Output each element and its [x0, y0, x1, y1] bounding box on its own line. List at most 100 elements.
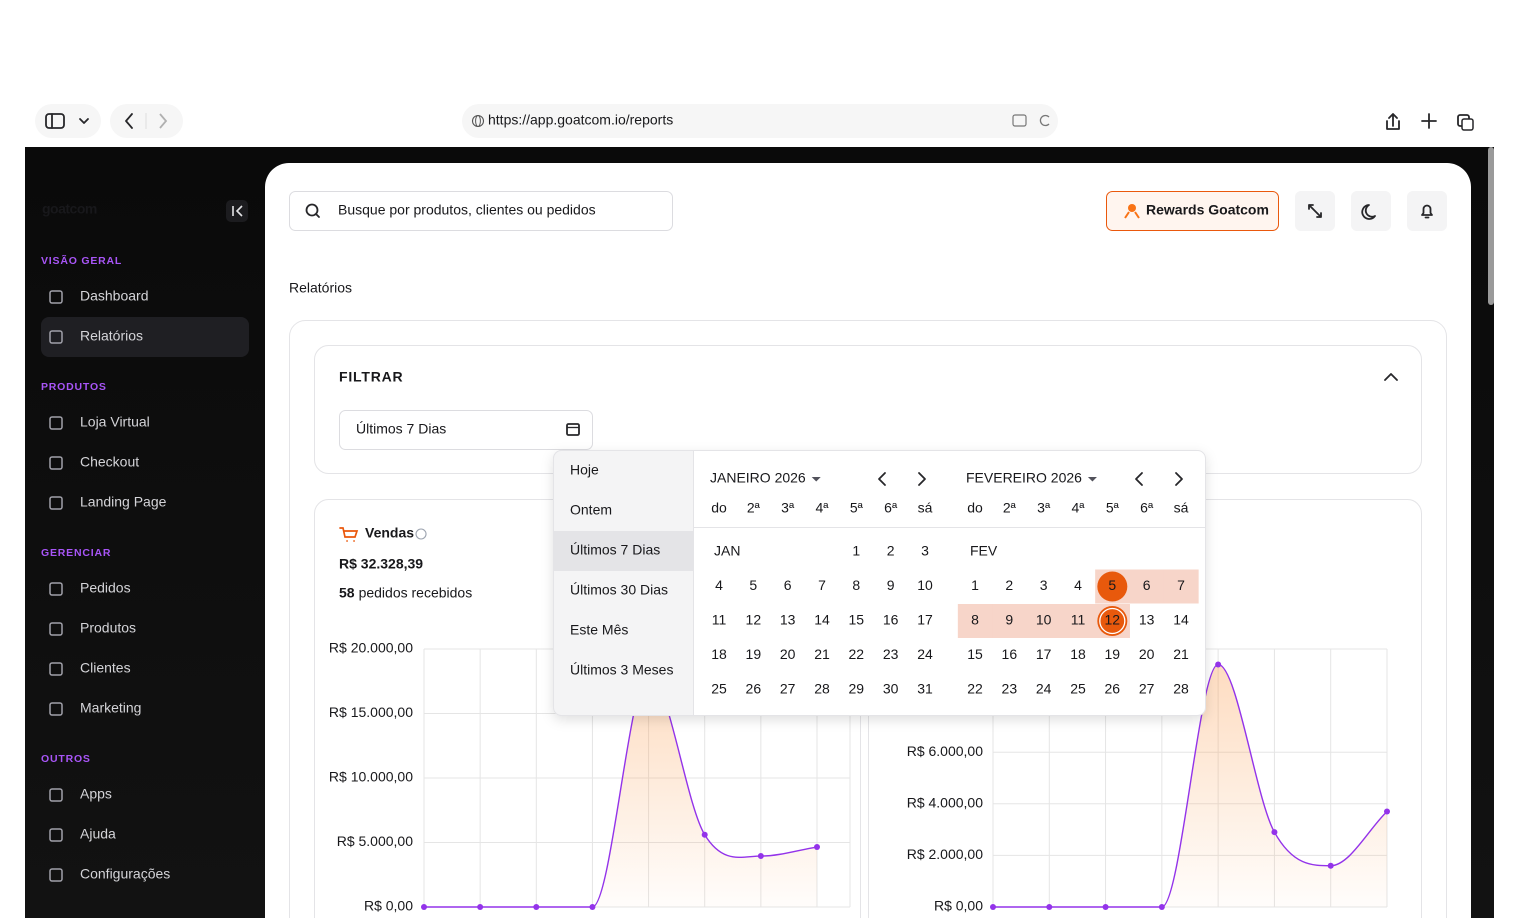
- day[interactable]: 22: [849, 646, 865, 662]
- preset[interactable]: Últimos 3 Meses: [570, 662, 673, 678]
- active-item-bg: [41, 317, 249, 357]
- date-select-value: Últimos 7 Dias: [356, 421, 446, 437]
- day[interactable]: 16: [883, 612, 899, 628]
- logo: goatcom: [42, 201, 97, 217]
- day[interactable]: 28: [814, 681, 830, 697]
- day[interactable]: 12: [746, 612, 762, 628]
- day[interactable]: 13: [780, 612, 796, 628]
- preset[interactable]: Hoje: [570, 462, 599, 478]
- day[interactable]: 1: [852, 543, 860, 559]
- day[interactable]: 5: [1108, 577, 1116, 593]
- notifications-button[interactable]: [1407, 191, 1447, 231]
- nav-item[interactable]: Apps: [80, 786, 112, 802]
- scrollbar: [1488, 147, 1494, 305]
- preset[interactable]: Últimos 30 Dias: [570, 582, 668, 598]
- nav-item[interactable]: Ajuda: [80, 826, 116, 842]
- weekday: sá: [1174, 500, 1189, 516]
- orders-label: pedidos recebidos: [359, 585, 473, 601]
- day[interactable]: 6: [784, 577, 792, 593]
- sidebar-toggle[interactable]: [35, 104, 101, 138]
- day[interactable]: 3: [1040, 577, 1048, 593]
- nav-item[interactable]: Landing Page: [80, 494, 167, 510]
- nav-item[interactable]: Produtos: [80, 620, 136, 636]
- nav-item[interactable]: Loja Virtual: [80, 414, 150, 430]
- weekday: 3ª: [1037, 500, 1051, 516]
- day[interactable]: 14: [814, 612, 830, 628]
- day[interactable]: 20: [1139, 646, 1155, 662]
- day[interactable]: 11: [712, 612, 727, 628]
- preset[interactable]: Ontem: [570, 502, 612, 518]
- day[interactable]: 25: [1070, 681, 1086, 697]
- day[interactable]: 6: [1143, 577, 1151, 593]
- month-title[interactable]: JANEIRO 2026: [710, 470, 806, 486]
- day[interactable]: 27: [780, 681, 796, 697]
- day[interactable]: 18: [711, 646, 727, 662]
- day[interactable]: 31: [917, 681, 933, 697]
- day[interactable]: 2: [887, 543, 895, 559]
- day[interactable]: 9: [887, 577, 895, 593]
- nav-item[interactable]: Relatórios: [80, 328, 143, 344]
- month-title[interactable]: FEVEREIRO 2026: [966, 470, 1082, 486]
- day[interactable]: 11: [1071, 612, 1086, 628]
- nav-item[interactable]: Configurações: [80, 866, 170, 882]
- day[interactable]: 17: [917, 612, 933, 628]
- weekday: 4ª: [816, 500, 830, 516]
- day[interactable]: 21: [1173, 646, 1189, 662]
- section-title: OUTROS: [41, 753, 91, 765]
- y-tick-label: R$ 5.000,00: [337, 833, 413, 849]
- day[interactable]: 4: [1074, 577, 1082, 593]
- day[interactable]: 27: [1139, 681, 1155, 697]
- day[interactable]: 7: [1177, 577, 1185, 593]
- day[interactable]: 24: [1036, 681, 1052, 697]
- day[interactable]: 14: [1173, 612, 1189, 628]
- y-tick-label: R$ 15.000,00: [329, 704, 413, 720]
- day[interactable]: 23: [1002, 681, 1018, 697]
- day[interactable]: 15: [967, 646, 983, 662]
- day[interactable]: 26: [1105, 681, 1121, 697]
- preset[interactable]: Este Mês: [570, 622, 628, 638]
- day[interactable]: 7: [818, 577, 826, 593]
- nav-item[interactable]: Marketing: [80, 700, 141, 716]
- day[interactable]: 25: [711, 681, 727, 697]
- point: [702, 832, 708, 838]
- day[interactable]: 8: [852, 577, 860, 593]
- day[interactable]: 19: [1105, 646, 1121, 662]
- day[interactable]: 4: [715, 577, 723, 593]
- day[interactable]: 1: [971, 577, 979, 593]
- day[interactable]: 22: [967, 681, 983, 697]
- day[interactable]: 26: [746, 681, 762, 697]
- nav-item[interactable]: Dashboard: [80, 288, 149, 304]
- day[interactable]: 10: [1036, 612, 1052, 628]
- day[interactable]: 16: [1002, 646, 1018, 662]
- filter-label: FILTRAR: [339, 369, 403, 385]
- day[interactable]: 3: [921, 543, 929, 559]
- day[interactable]: 28: [1173, 681, 1189, 697]
- day[interactable]: 18: [1070, 646, 1086, 662]
- day[interactable]: 10: [917, 577, 933, 593]
- theme-button[interactable]: [1351, 191, 1391, 231]
- nav-item[interactable]: Clientes: [80, 660, 131, 676]
- day[interactable]: 30: [883, 681, 899, 697]
- day[interactable]: 2: [1005, 577, 1013, 593]
- day[interactable]: 17: [1036, 646, 1052, 662]
- day[interactable]: 20: [780, 646, 796, 662]
- point: [1384, 809, 1390, 815]
- preset[interactable]: Últimos 7 Dias: [570, 542, 660, 558]
- y-tick-label: R$ 10.000,00: [329, 769, 413, 785]
- day[interactable]: 29: [849, 681, 865, 697]
- day[interactable]: 9: [1005, 612, 1013, 628]
- day[interactable]: 19: [746, 646, 762, 662]
- nav-item[interactable]: Pedidos: [80, 580, 131, 596]
- orders-count: 58: [339, 585, 355, 601]
- day[interactable]: 8: [971, 612, 979, 628]
- point: [1271, 829, 1277, 835]
- nav-item[interactable]: Checkout: [80, 454, 139, 470]
- day[interactable]: 23: [883, 646, 899, 662]
- day[interactable]: 24: [917, 646, 933, 662]
- day[interactable]: 15: [849, 612, 865, 628]
- day[interactable]: 13: [1139, 612, 1155, 628]
- day[interactable]: 5: [749, 577, 757, 593]
- day[interactable]: 12: [1105, 612, 1121, 628]
- day[interactable]: 21: [814, 646, 830, 662]
